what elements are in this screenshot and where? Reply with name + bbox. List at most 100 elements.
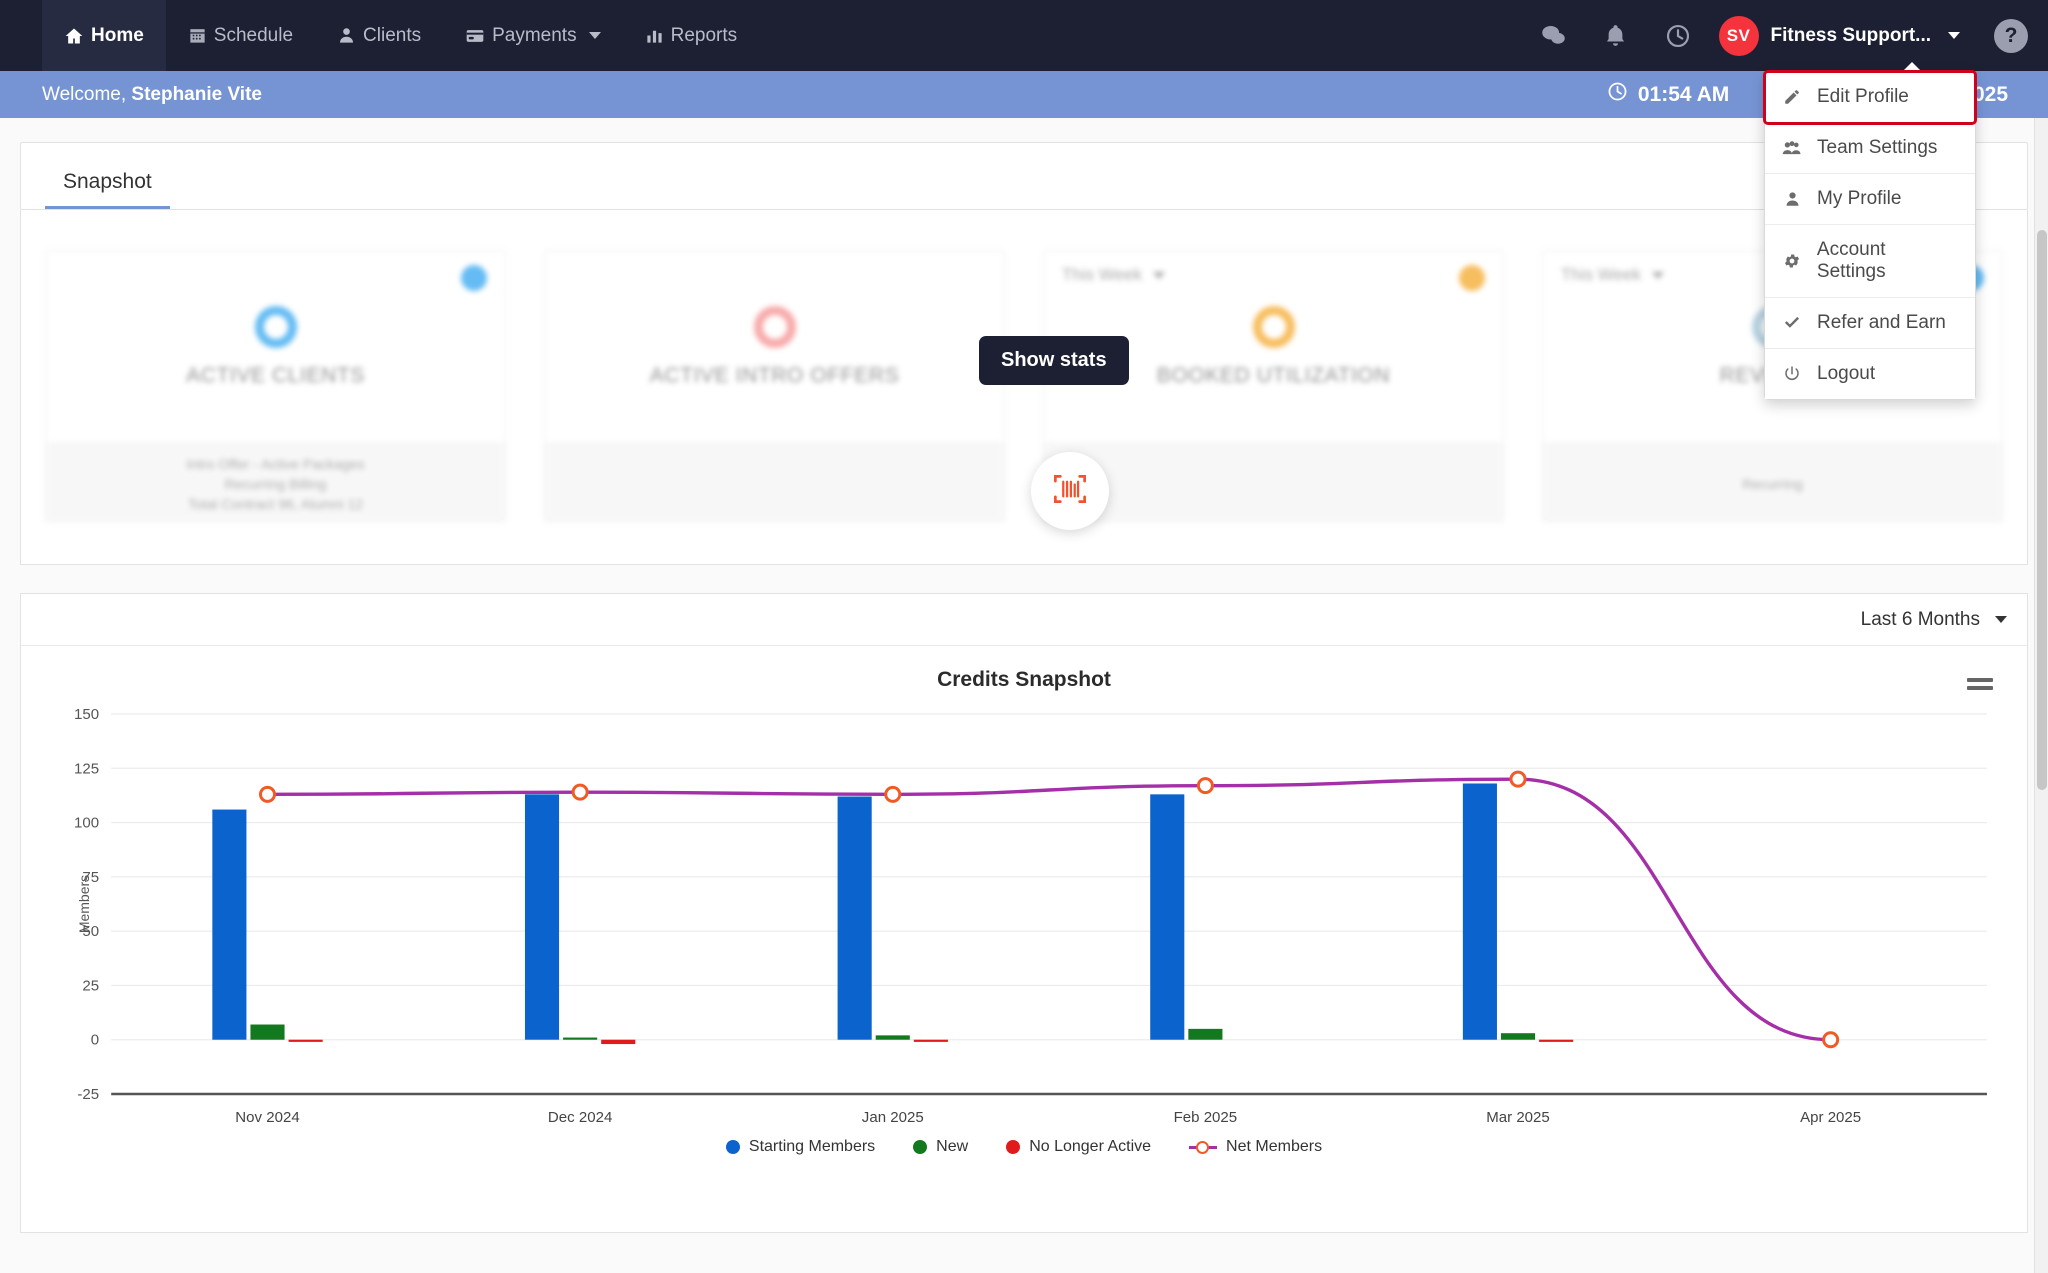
legend-item-starting-members[interactable]: Starting Members xyxy=(725,1138,875,1156)
donut-icon xyxy=(254,306,297,348)
pencil-icon xyxy=(1781,88,1803,106)
gear-icon xyxy=(1781,252,1803,270)
person-icon xyxy=(1781,190,1803,208)
card-icon xyxy=(465,26,485,46)
clock-icon[interactable] xyxy=(1647,0,1709,71)
current-time: 01:54 AM xyxy=(1637,82,1730,106)
menu-item-my-profile[interactable]: My Profile xyxy=(1765,174,1975,225)
barcode-scan-icon xyxy=(1052,471,1088,512)
card-period-label: This Week xyxy=(1062,265,1142,284)
help-button[interactable]: ? xyxy=(1994,18,2028,53)
legend-swatch xyxy=(913,1140,928,1154)
svg-text:100: 100 xyxy=(74,815,99,832)
nav-item-schedule[interactable]: Schedule xyxy=(166,0,315,71)
welcome-prefix: Welcome, xyxy=(42,83,127,105)
user-icon xyxy=(337,26,356,45)
legend-item-new[interactable]: New xyxy=(913,1138,968,1156)
svg-text:-25: -25 xyxy=(77,1086,99,1103)
user-menu-trigger[interactable]: SV Fitness Support... xyxy=(1709,0,1976,71)
date-range-selector[interactable]: Last 6 Months xyxy=(1861,609,2007,631)
legend-swatch xyxy=(1006,1140,1021,1154)
chat-icon[interactable] xyxy=(1523,0,1585,71)
stat-card-active-clients[interactable]: ACTIVE CLIENTS Intro Offer - Active Pack… xyxy=(45,250,506,522)
svg-text:Nov 2024: Nov 2024 xyxy=(235,1109,299,1126)
credits-snapshot-chart: -25 0 25 50 75 100 125 150 Nov 2024 Dec 2024 Jan 2… xyxy=(74,706,1987,1126)
avatar-initials: SV xyxy=(1726,25,1751,45)
bar-chart-icon xyxy=(645,26,664,45)
menu-item-account-settings[interactable]: Account Settings xyxy=(1765,225,1975,298)
menu-label-refer-and-earn: Refer and Earn xyxy=(1817,312,1946,333)
check-icon xyxy=(1781,314,1803,332)
svg-text:75: 75 xyxy=(82,869,99,886)
nav-item-payments[interactable]: Payments xyxy=(443,0,622,71)
legend-swatch xyxy=(1189,1140,1218,1154)
legend-item-no-longer-active[interactable]: No Longer Active xyxy=(1006,1138,1151,1156)
user-dropdown-menu: Edit Profile Team Settings My Profile Ac… xyxy=(1763,62,1977,400)
card-title: ACTIVE CLIENTS xyxy=(186,364,365,387)
people-icon xyxy=(1781,139,1803,157)
welcome-bar: Welcome, Stephanie Vite 01:54 AM 2025 xyxy=(0,71,2048,118)
page-scrollbar[interactable] xyxy=(2034,118,2048,1273)
donut-icon xyxy=(1252,306,1295,348)
legend-label: No Longer Active xyxy=(1029,1138,1152,1155)
menu-item-logout[interactable]: Logout xyxy=(1765,349,1975,399)
scrollbar-thumb[interactable] xyxy=(2037,230,2047,790)
tab-label-snapshot: Snapshot xyxy=(63,170,152,193)
chart-y-axis-label: Members xyxy=(76,874,93,933)
nav-item-home[interactable]: Home xyxy=(42,0,166,71)
navbar-actions: SV Fitness Support... ? xyxy=(1523,0,2048,71)
primary-nav: Home Schedule Clients Payments Re xyxy=(42,0,759,71)
chart-title: Credits Snapshot xyxy=(937,668,1111,691)
menu-label-team-settings: Team Settings xyxy=(1817,137,1938,158)
show-stats-tooltip: Show stats xyxy=(979,336,1129,385)
nav-label-payments: Payments xyxy=(492,24,577,46)
menu-item-team-settings[interactable]: Team Settings xyxy=(1765,123,1975,174)
card-period-selector[interactable]: This Week xyxy=(1062,265,1165,285)
card-foot-line: Recurring Billing xyxy=(224,475,327,492)
bell-icon[interactable] xyxy=(1585,0,1647,71)
chevron-down-icon xyxy=(1652,271,1664,279)
svg-text:125: 125 xyxy=(74,760,99,777)
stat-card-active-intro-offers[interactable]: ACTIVE INTRO OFFERS xyxy=(544,250,1005,522)
status-badge xyxy=(461,265,487,291)
card-period-selector[interactable]: This Week xyxy=(1561,265,1664,285)
svg-text:150: 150 xyxy=(74,706,99,723)
tab-bar: Snapshot xyxy=(20,142,2028,210)
legend-label: New xyxy=(936,1138,969,1155)
scan-fab-button[interactable] xyxy=(1031,452,1109,530)
menu-item-edit-profile[interactable]: Edit Profile xyxy=(1763,70,1977,125)
svg-text:Feb 2025: Feb 2025 xyxy=(1174,1109,1238,1126)
chart-legend: Starting Members New No Longer Active Ne… xyxy=(21,1138,2027,1156)
top-navbar: Home Schedule Clients Payments Re xyxy=(0,0,2048,400)
chevron-down-icon xyxy=(588,32,601,39)
svg-text:Dec 2024: Dec 2024 xyxy=(548,1109,612,1126)
card-footer xyxy=(1044,443,1503,521)
tooltip-label: Show stats xyxy=(1001,349,1107,371)
clock-icon xyxy=(1607,81,1628,108)
menu-item-refer-and-earn[interactable]: Refer and Earn xyxy=(1765,298,1975,349)
credits-chart-panel: Last 6 Months Credits Snapshot Members -… xyxy=(20,593,2028,1233)
chart-toolbar: Last 6 Months xyxy=(21,594,2027,646)
page-body: Snapshot ACTIVE CLIENTS Intro Offer - Ac… xyxy=(0,118,2048,1273)
nav-item-clients[interactable]: Clients xyxy=(315,0,443,71)
svg-text:Apr 2025: Apr 2025 xyxy=(1800,1109,1861,1126)
menu-label-logout: Logout xyxy=(1817,363,1876,384)
legend-item-net-members[interactable]: Net Members xyxy=(1189,1138,1322,1156)
card-title: ACTIVE INTRO OFFERS xyxy=(649,364,900,387)
welcome-username: Stephanie Vite xyxy=(131,83,262,105)
nav-label-schedule: Schedule xyxy=(213,24,294,46)
stat-card-booked-utilization[interactable]: This Week BOOKED UTILIZATION xyxy=(1043,250,1504,522)
svg-text:0: 0 xyxy=(91,1032,99,1049)
avatar: SV xyxy=(1718,15,1759,56)
chevron-down-icon xyxy=(1153,271,1165,279)
chevron-down-icon xyxy=(1948,32,1960,39)
tab-snapshot[interactable]: Snapshot xyxy=(45,170,170,209)
menu-label-my-profile: My Profile xyxy=(1817,188,1902,209)
card-foot-line: Total Contract 96, Alumni 12 xyxy=(187,495,364,512)
svg-text:Mar 2025: Mar 2025 xyxy=(1486,1109,1550,1126)
nav-item-reports[interactable]: Reports xyxy=(623,0,760,71)
menu-label-account-settings: Account Settings xyxy=(1816,239,1886,282)
hamburger-icon[interactable] xyxy=(1967,678,1993,690)
home-icon xyxy=(64,26,84,46)
card-footer: Intro Offer - Active Packages Recurring … xyxy=(46,443,505,521)
